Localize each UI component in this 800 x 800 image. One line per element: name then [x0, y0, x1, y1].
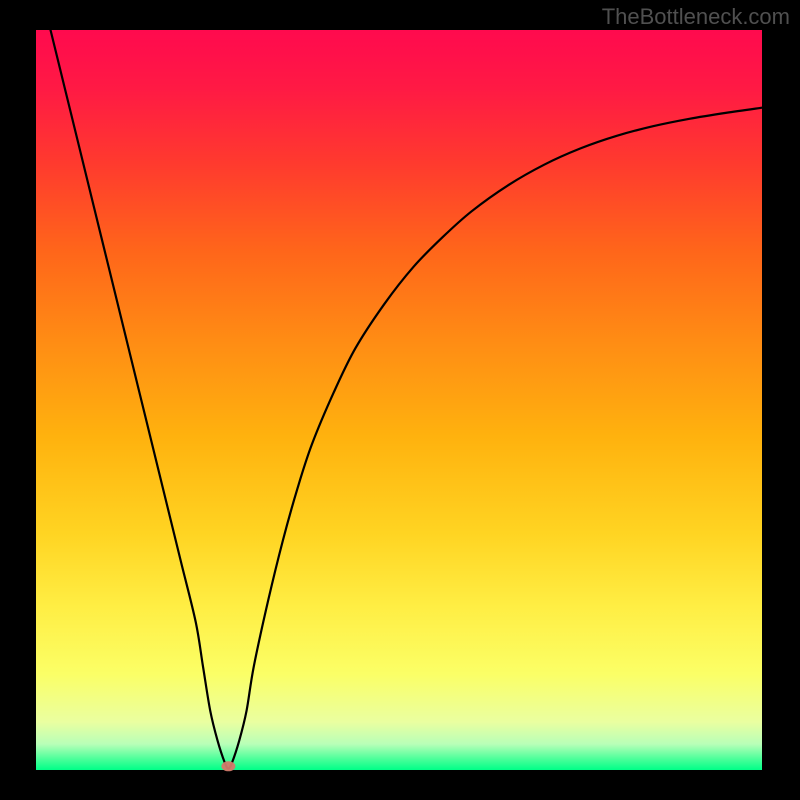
bottleneck-chart: [0, 0, 800, 800]
attribution-text: TheBottleneck.com: [602, 4, 790, 30]
plot-background: [36, 30, 762, 770]
page-root: TheBottleneck.com: [0, 0, 800, 800]
minimum-marker: [221, 761, 235, 771]
